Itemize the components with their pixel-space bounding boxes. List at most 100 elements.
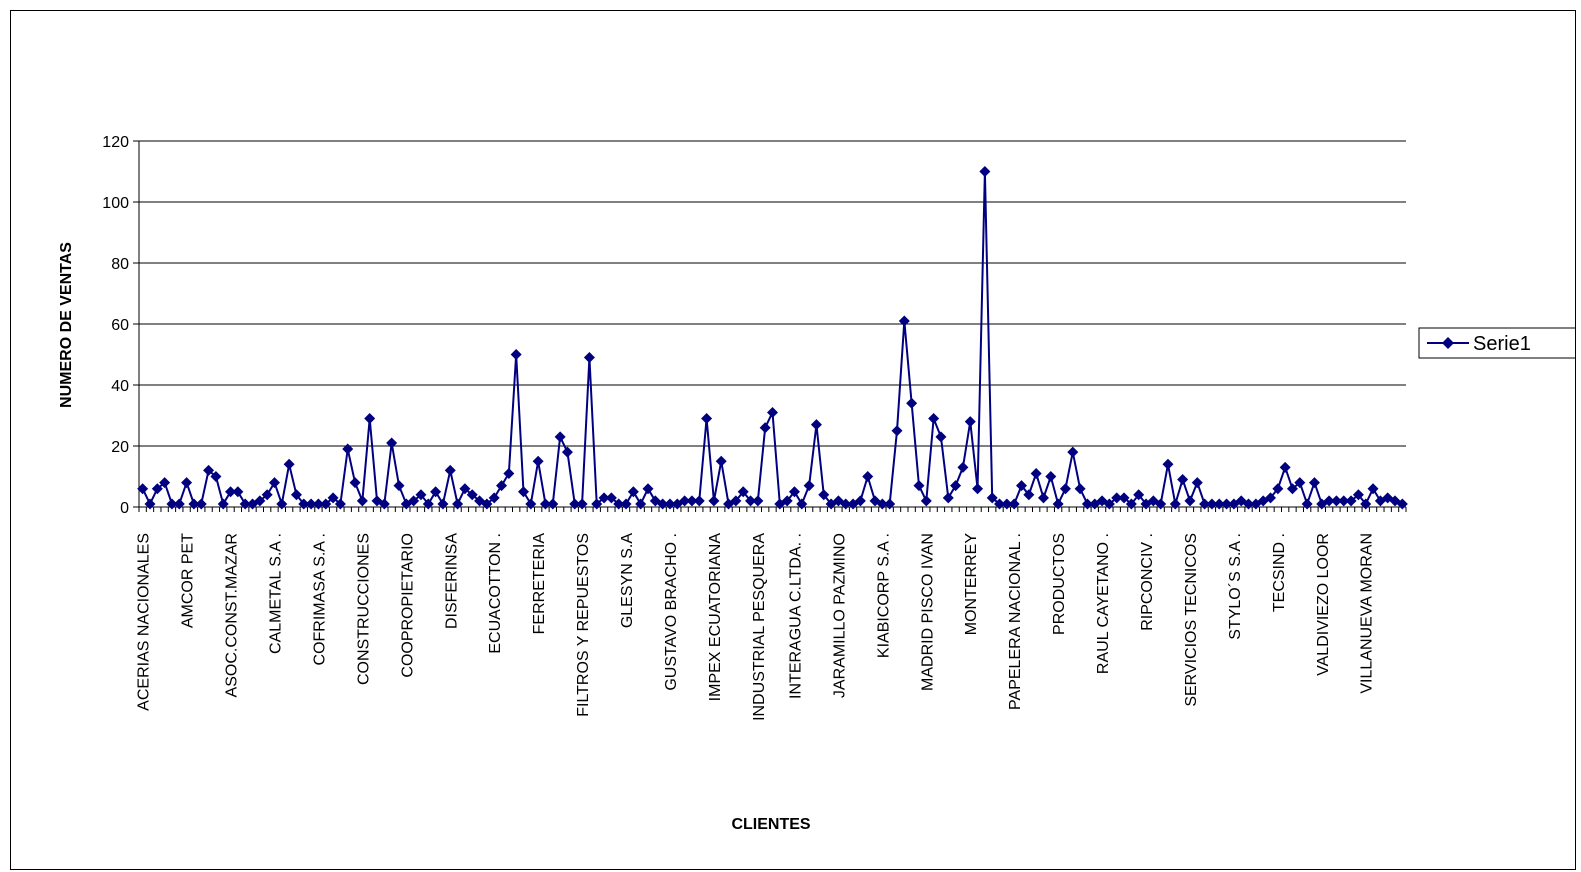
data-point-marker[interactable] <box>437 498 449 510</box>
data-point-marker[interactable] <box>1125 498 1137 510</box>
data-point-marker[interactable] <box>151 483 163 495</box>
data-point-marker[interactable] <box>364 413 376 425</box>
data-point-marker[interactable] <box>657 498 669 510</box>
data-point-marker[interactable] <box>854 495 866 507</box>
data-point-marker[interactable] <box>1199 498 1211 510</box>
data-point-marker[interactable] <box>1037 492 1049 504</box>
data-point-marker[interactable] <box>276 498 288 510</box>
data-point-marker[interactable] <box>181 477 193 489</box>
data-point-marker[interactable] <box>627 486 639 498</box>
data-point-marker[interactable] <box>1323 495 1335 507</box>
data-point-marker[interactable] <box>1030 467 1042 479</box>
data-point-marker[interactable] <box>1177 474 1189 486</box>
data-point-marker[interactable] <box>532 455 544 467</box>
data-point-marker[interactable] <box>803 480 815 492</box>
data-point-marker[interactable] <box>496 480 508 492</box>
data-point-marker[interactable] <box>1265 492 1277 504</box>
data-point-marker[interactable] <box>1243 498 1255 510</box>
data-point-marker[interactable] <box>1352 489 1364 501</box>
data-point-marker[interactable] <box>583 352 595 364</box>
data-point-marker[interactable] <box>210 471 222 482</box>
data-point-marker[interactable] <box>561 446 573 458</box>
data-point-marker[interactable] <box>715 455 727 467</box>
data-point-marker[interactable] <box>972 483 984 495</box>
data-point-marker[interactable] <box>906 397 918 409</box>
data-point-marker[interactable] <box>679 495 691 507</box>
data-point-marker[interactable] <box>950 480 962 492</box>
data-point-marker[interactable] <box>1330 495 1342 507</box>
data-point-marker[interactable] <box>1067 446 1079 458</box>
data-point-marker[interactable] <box>986 492 998 504</box>
data-point-marker[interactable] <box>510 349 522 360</box>
data-point-marker[interactable] <box>539 498 551 510</box>
data-point-marker[interactable] <box>1184 495 1196 507</box>
data-point-marker[interactable] <box>635 498 647 510</box>
data-point-marker[interactable] <box>891 425 903 437</box>
data-point-marker[interactable] <box>356 495 368 507</box>
data-point-marker[interactable] <box>452 498 464 510</box>
data-point-marker[interactable] <box>173 498 185 510</box>
data-point-marker[interactable] <box>1338 495 1350 507</box>
data-point-marker[interactable] <box>810 419 822 431</box>
data-point-marker[interactable] <box>422 498 434 510</box>
data-point-marker[interactable] <box>708 495 720 507</box>
data-point-marker[interactable] <box>466 489 478 501</box>
data-point-marker[interactable] <box>576 498 588 510</box>
data-point-marker[interactable] <box>818 489 830 501</box>
data-point-marker[interactable] <box>1081 498 1093 510</box>
data-point-marker[interactable] <box>232 486 244 498</box>
data-point-marker[interactable] <box>920 495 932 507</box>
data-point-marker[interactable] <box>1286 483 1298 495</box>
data-point-marker[interactable] <box>840 498 852 510</box>
data-point-marker[interactable] <box>693 495 705 507</box>
data-point-marker[interactable] <box>488 492 500 504</box>
data-point-marker[interactable] <box>1169 498 1181 510</box>
data-point-marker[interactable] <box>1118 492 1130 504</box>
data-point-marker[interactable] <box>620 498 632 510</box>
data-point-marker[interactable] <box>144 498 156 510</box>
data-point-marker[interactable] <box>788 486 800 498</box>
data-point-marker[interactable] <box>737 486 749 498</box>
data-point-marker[interactable] <box>1059 483 1071 495</box>
data-point-marker[interactable] <box>796 498 808 510</box>
data-point-marker[interactable] <box>217 498 229 510</box>
data-point-marker[interactable] <box>305 498 317 510</box>
data-point-marker[interactable] <box>1052 498 1064 510</box>
data-point-marker[interactable] <box>378 498 390 510</box>
data-point-marker[interactable] <box>1294 477 1306 489</box>
data-point-marker[interactable] <box>935 431 947 443</box>
data-point-marker[interactable] <box>1162 458 1174 470</box>
data-point-marker[interactable] <box>686 495 698 507</box>
data-point-marker[interactable] <box>1133 489 1145 501</box>
data-point-marker[interactable] <box>569 498 581 510</box>
data-point-marker[interactable] <box>730 495 742 507</box>
data-point-marker[interactable] <box>898 315 910 327</box>
data-point-marker[interactable] <box>481 498 493 510</box>
data-point-marker[interactable] <box>1074 483 1086 495</box>
data-point-marker[interactable] <box>767 406 778 418</box>
data-point-marker[interactable] <box>994 498 1006 510</box>
data-point-marker[interactable] <box>1213 498 1225 510</box>
data-point-marker[interactable] <box>1308 477 1320 489</box>
data-point-marker[interactable] <box>928 413 940 425</box>
data-point-marker[interactable] <box>942 492 954 504</box>
data-point-marker[interactable] <box>957 461 969 473</box>
data-point-marker[interactable] <box>195 498 207 510</box>
data-point-marker[interactable] <box>386 437 398 449</box>
data-point-marker[interactable] <box>781 495 793 507</box>
data-point-marker[interactable] <box>1221 498 1233 510</box>
data-point-marker[interactable] <box>1111 492 1123 504</box>
data-point-marker[interactable] <box>1272 483 1284 495</box>
data-point-marker[interactable] <box>1016 480 1028 492</box>
data-point-marker[interactable] <box>1345 495 1357 507</box>
data-point-marker[interactable] <box>1023 489 1035 501</box>
data-point-marker[interactable] <box>979 166 991 177</box>
data-point-marker[interactable] <box>349 477 361 489</box>
data-point-marker[interactable] <box>517 486 529 498</box>
data-point-marker[interactable] <box>591 498 603 510</box>
data-point-marker[interactable] <box>239 498 251 510</box>
data-point-marker[interactable] <box>1191 477 1203 489</box>
data-point-marker[interactable] <box>290 489 302 501</box>
data-point-marker[interactable] <box>166 498 178 510</box>
data-point-marker[interactable] <box>745 495 757 507</box>
